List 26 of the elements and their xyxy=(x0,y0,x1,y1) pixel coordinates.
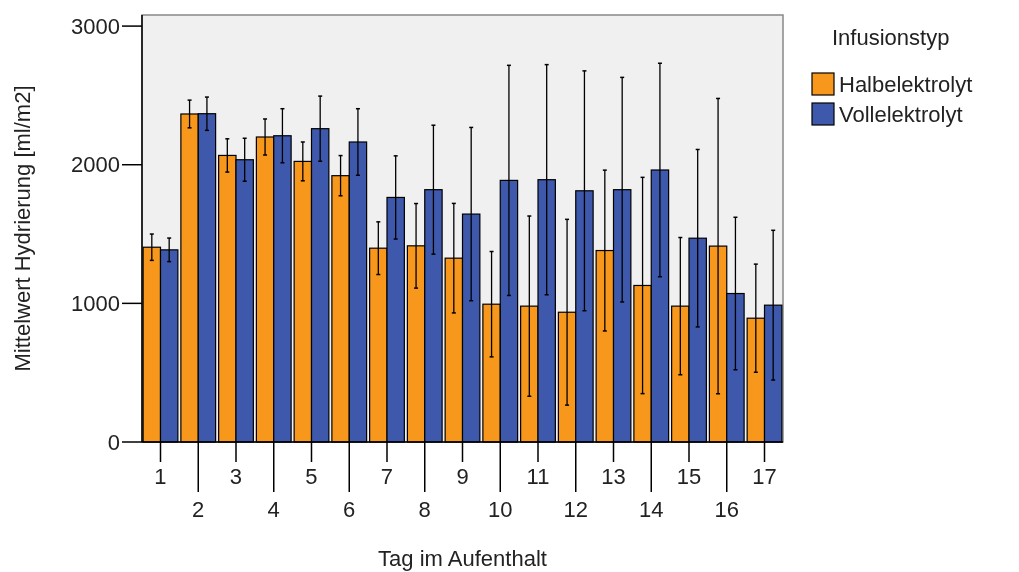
y-tick-label: 1000 xyxy=(71,291,120,317)
legend-label: Vollelektrolyt xyxy=(839,101,963,127)
x-tick-label: 1 xyxy=(154,464,167,489)
x-tick-label: 6 xyxy=(343,497,356,522)
y-tick-label: 0 xyxy=(107,429,120,455)
y-axis-title: Mittelwert Hydrierung [ml/m2] xyxy=(10,85,35,372)
legend-title: Infusionstyp xyxy=(832,25,950,50)
x-tick-label: 2 xyxy=(192,497,205,522)
x-axis-title: Tag im Aufenthalt xyxy=(378,546,547,571)
y-tick-label: 2000 xyxy=(71,152,120,178)
x-tick-label: 14 xyxy=(639,497,664,522)
x-tick-label: 7 xyxy=(380,464,394,489)
x-tick-label: 5 xyxy=(305,464,318,489)
x-tick-label: 11 xyxy=(526,464,550,489)
x-tick-label: 13 xyxy=(601,464,626,489)
x-tick-label: 10 xyxy=(488,497,513,522)
x-tick-label: 15 xyxy=(676,464,702,489)
x-tick-label: 4 xyxy=(267,497,280,522)
x-tick-label: 16 xyxy=(714,497,739,522)
x-tick-label: 12 xyxy=(563,497,588,522)
legend-label: Halbelektrolyt xyxy=(839,71,973,97)
y-tick-label: 3000 xyxy=(71,13,120,39)
x-tick-label: 3 xyxy=(229,464,243,489)
x-tick-label: 9 xyxy=(456,464,469,489)
x-tick-label: 8 xyxy=(418,497,431,522)
x-tick-label: 17 xyxy=(752,464,777,489)
